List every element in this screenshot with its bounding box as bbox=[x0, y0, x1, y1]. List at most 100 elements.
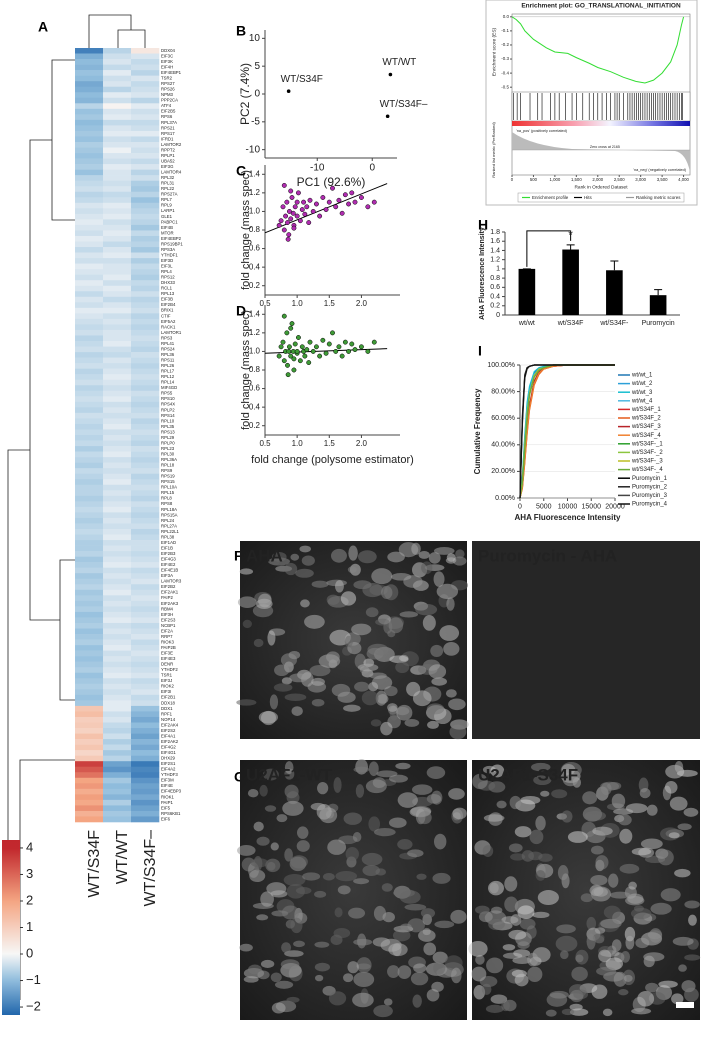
cell bbox=[300, 599, 310, 608]
heatmap-cell bbox=[103, 197, 132, 204]
colorbar-tick-label: −1 bbox=[26, 972, 41, 987]
row-label: RPS27A bbox=[161, 192, 178, 197]
cell bbox=[519, 918, 536, 930]
x-tick-label: 4,000 bbox=[678, 177, 689, 182]
heatmap-cell bbox=[131, 446, 160, 452]
heatmap-cell bbox=[103, 451, 132, 458]
annotation: * bbox=[568, 228, 573, 242]
heatmap-cell bbox=[131, 766, 160, 773]
y-tick-label: 0.6 bbox=[249, 384, 261, 393]
point bbox=[310, 208, 316, 214]
series-line bbox=[519, 364, 615, 499]
row-label: RPS27 bbox=[161, 81, 175, 86]
heatmap-cell bbox=[103, 435, 132, 441]
cell bbox=[475, 905, 490, 915]
heatmap-cell bbox=[75, 379, 104, 386]
heatmap-cell bbox=[103, 175, 132, 181]
heatmap-cell bbox=[131, 119, 160, 126]
heatmap-cell bbox=[75, 473, 104, 480]
heatmap-cell bbox=[131, 799, 160, 806]
cell bbox=[239, 943, 253, 952]
cell bbox=[258, 593, 272, 608]
heatmap-cell bbox=[131, 379, 160, 386]
row-label: RPS14 bbox=[161, 413, 175, 418]
y-tick-label: -0.2 bbox=[501, 42, 509, 47]
row-label: EIF4EBP1 bbox=[161, 70, 182, 75]
row-label: EIF4B bbox=[161, 225, 173, 230]
cell bbox=[684, 954, 701, 961]
legend-label: wt/S34F_4 bbox=[631, 433, 661, 439]
cell bbox=[291, 706, 303, 716]
heatmap-cell bbox=[75, 545, 104, 552]
heatmap-cell bbox=[75, 164, 104, 170]
cell bbox=[345, 847, 359, 862]
cell bbox=[334, 907, 343, 918]
cell bbox=[286, 791, 300, 805]
cell bbox=[388, 817, 407, 828]
y-tick-label: 0.8 bbox=[249, 225, 261, 234]
heatmap-cell bbox=[131, 280, 160, 287]
row-label: EIF4G1 bbox=[161, 750, 176, 755]
row-label: NCBP1 bbox=[161, 623, 176, 628]
heatmap-cell bbox=[103, 468, 132, 474]
heatmap-cell bbox=[75, 634, 104, 640]
cell bbox=[608, 873, 619, 888]
x-tick-label: 0 bbox=[518, 503, 522, 510]
heatmap-cell bbox=[75, 208, 104, 215]
heatmap-cell bbox=[103, 335, 132, 342]
heatmap-cell bbox=[103, 600, 132, 607]
heatmap-cell bbox=[131, 335, 160, 342]
cell bbox=[535, 870, 546, 881]
heatmap-cell bbox=[75, 285, 104, 292]
heatmap-cell bbox=[103, 352, 132, 358]
x-tick-label: 1,500 bbox=[571, 177, 582, 182]
cell bbox=[645, 982, 659, 993]
cell bbox=[532, 911, 550, 919]
row-label: RPPT2 bbox=[161, 147, 175, 152]
cell bbox=[512, 956, 532, 965]
cell bbox=[664, 781, 678, 794]
cell bbox=[562, 772, 579, 787]
cell bbox=[361, 852, 383, 866]
heatmap-cell bbox=[131, 595, 160, 602]
row-label: EIF2B5 bbox=[161, 109, 176, 114]
row-label: RPL13 bbox=[161, 291, 175, 296]
point bbox=[281, 358, 287, 364]
heatmap-cell bbox=[131, 694, 160, 701]
heatmap-cell bbox=[75, 490, 104, 497]
heatmap-cell bbox=[131, 153, 160, 159]
cell bbox=[551, 789, 568, 799]
y-tick-label: 40.00% bbox=[491, 442, 515, 449]
cell bbox=[284, 693, 307, 701]
heatmap-cell bbox=[131, 589, 160, 596]
es-line bbox=[511, 16, 685, 84]
y-tick-label: 80.00% bbox=[491, 388, 515, 395]
cell bbox=[452, 556, 467, 566]
heatmap-cell bbox=[103, 86, 132, 93]
error-bar bbox=[654, 289, 663, 296]
heatmap-cell bbox=[103, 462, 132, 469]
row-label: EIF2AK1 bbox=[161, 590, 179, 595]
cell bbox=[311, 698, 325, 707]
x-axis-label: PC1 (92.6%) bbox=[297, 175, 366, 189]
row-label: EIF3C bbox=[161, 53, 173, 58]
panel-letter: H bbox=[478, 217, 488, 233]
heatmap-cell bbox=[131, 258, 160, 264]
heatmap-cell bbox=[103, 739, 132, 745]
cell bbox=[452, 807, 467, 820]
cell bbox=[371, 568, 393, 585]
heatmap-cell bbox=[103, 97, 132, 104]
panel-letter: A bbox=[38, 19, 48, 35]
heatmap-cell bbox=[75, 728, 104, 734]
cell bbox=[331, 683, 351, 697]
cell bbox=[434, 833, 447, 850]
heatmap-cell bbox=[131, 490, 160, 497]
row-label: RIOK3 bbox=[161, 639, 175, 644]
cell bbox=[348, 907, 366, 919]
heatmap-cell bbox=[103, 716, 132, 723]
cell bbox=[508, 929, 527, 940]
point bbox=[291, 225, 297, 231]
point bbox=[307, 339, 313, 345]
heatmap-cell bbox=[103, 396, 132, 403]
